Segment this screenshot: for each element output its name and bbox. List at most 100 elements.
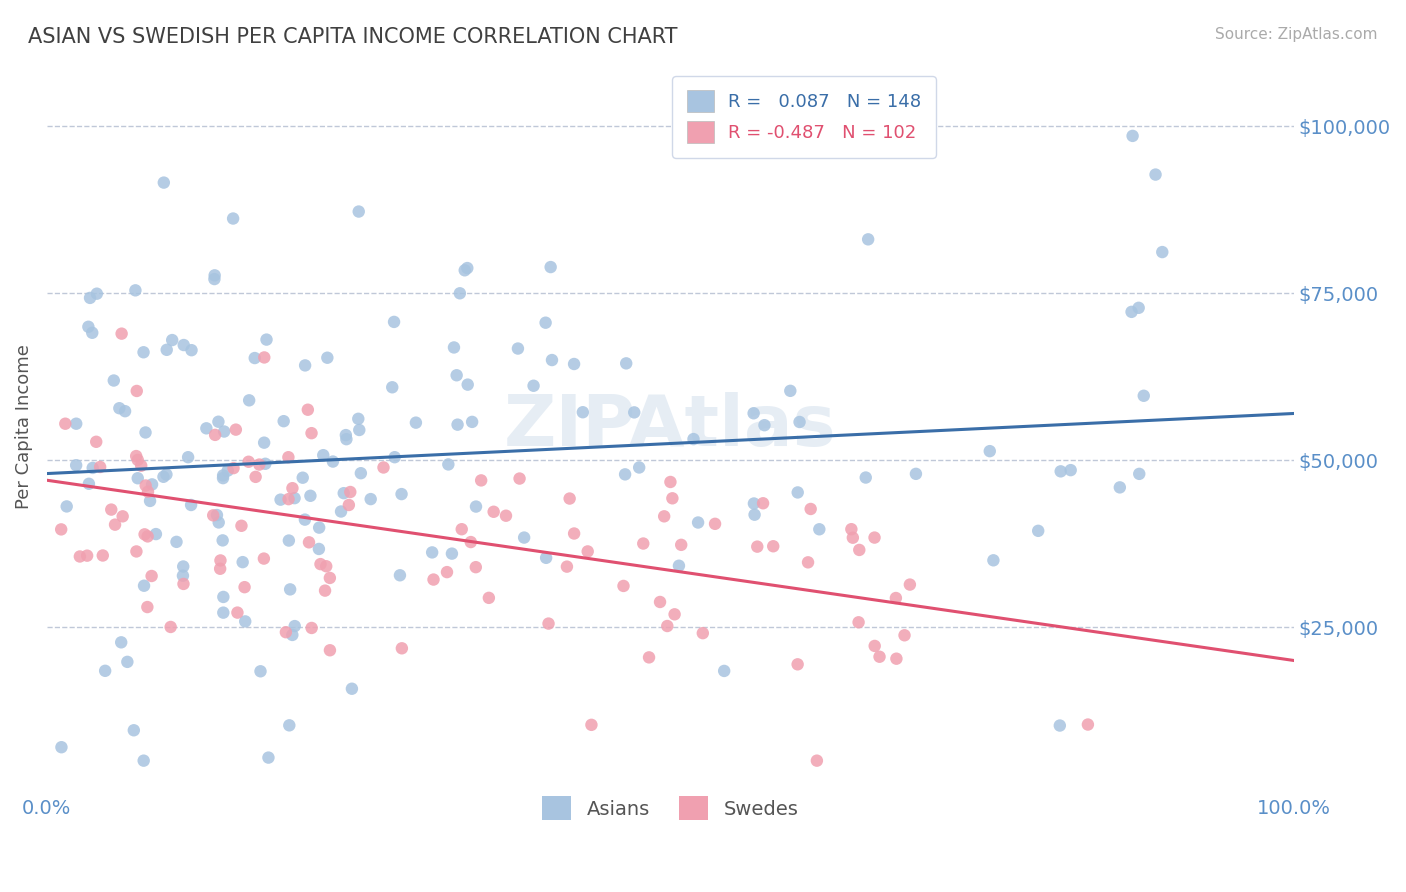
Point [209,562,232,576]
Point [297,402,319,417]
Point [222,461,245,475]
Point [713,664,735,678]
Point [340,681,363,696]
Point [82,461,104,475]
Point [308,521,330,535]
Legend: Asians, Swedes: Asians, Swedes [526,780,814,836]
Point [558,491,581,506]
Point [1121,305,1143,319]
Point [253,351,276,365]
Point [391,641,413,656]
Point [284,491,307,505]
Point [301,426,323,441]
Point [207,415,229,429]
Point [211,533,233,548]
Point [886,651,908,665]
Point [195,421,218,435]
Point [69,549,91,564]
Point [111,509,134,524]
Point [360,492,382,507]
Point [254,457,277,471]
Point [614,467,637,482]
Point [249,665,271,679]
Point [139,494,162,508]
Point [202,508,225,523]
Point [506,342,529,356]
Point [145,527,167,541]
Point [122,723,145,738]
Point [55,500,77,514]
Point [110,326,132,341]
Point [381,380,404,394]
Point [869,649,891,664]
Point [779,384,801,398]
Point [863,639,886,653]
Point [172,559,194,574]
Point [786,657,808,672]
Point [277,492,299,507]
Point [281,628,304,642]
Point [754,418,776,433]
Point [1122,128,1144,143]
Point [1049,464,1071,478]
Point [457,377,479,392]
Point [436,565,458,579]
Point [314,583,336,598]
Point [762,539,785,553]
Point [449,286,471,301]
Point [247,458,270,472]
Point [319,643,342,657]
Point [1077,717,1099,731]
Point [661,491,683,506]
Point [841,522,863,536]
Point [315,559,337,574]
Point [208,516,231,530]
Point [806,754,828,768]
Point [742,496,765,510]
Point [446,368,468,383]
Point [141,569,163,583]
Point [347,412,370,426]
Point [391,487,413,501]
Point [299,489,322,503]
Point [1144,168,1167,182]
Point [808,522,831,536]
Point [94,664,117,678]
Point [312,448,335,462]
Point [136,529,159,543]
Point [278,718,301,732]
Point [633,536,655,550]
Point [180,498,202,512]
Point [470,474,492,488]
Point [420,545,443,559]
Point [855,470,877,484]
Point [294,359,316,373]
Point [540,260,562,274]
Point [446,417,468,432]
Point [134,425,156,440]
Point [104,517,127,532]
Point [152,470,174,484]
Point [110,635,132,649]
Point [384,450,406,465]
Point [349,423,371,437]
Point [82,326,104,340]
Point [238,455,260,469]
Point [233,580,256,594]
Point [270,492,292,507]
Point [79,291,101,305]
Point [100,502,122,516]
Point [256,333,278,347]
Point [614,356,637,370]
Point [330,504,353,518]
Point [114,404,136,418]
Point [308,541,330,556]
Point [51,740,73,755]
Point [1026,524,1049,538]
Point [125,449,148,463]
Point [273,414,295,428]
Point [495,508,517,523]
Point [212,471,235,485]
Point [465,500,488,514]
Point [482,505,505,519]
